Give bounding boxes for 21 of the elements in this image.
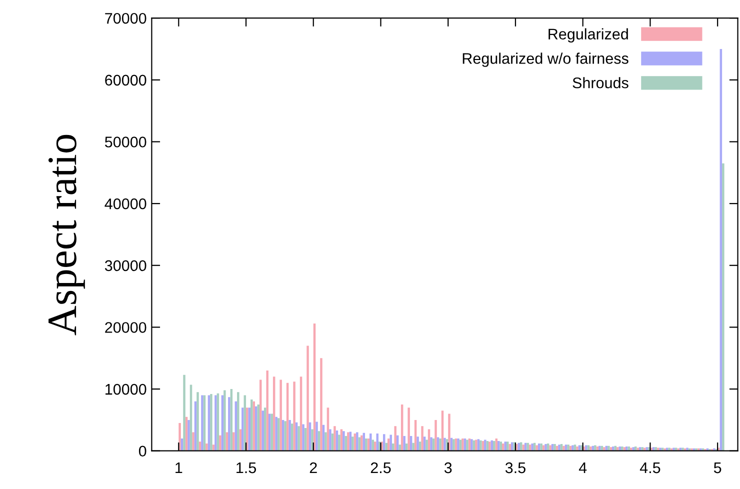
y-tick-label: 40000 xyxy=(104,198,146,210)
y-axis-title: Aspect ratio xyxy=(48,134,85,336)
y-tick-label: 70000 xyxy=(105,12,146,24)
x-tick-label: 1.5 xyxy=(236,462,256,474)
legend-label: Regularized w/o fairness xyxy=(462,52,628,67)
y-tick-label: 20000 xyxy=(105,322,146,333)
y-tick-label: 50000 xyxy=(104,136,146,148)
legend-label: Shrouds xyxy=(572,77,628,88)
x-tick-label: 3 xyxy=(444,462,452,474)
legend-label: Regularized xyxy=(548,28,628,42)
x-tick-label: 4.5 xyxy=(640,462,660,474)
y-tick-label: 30000 xyxy=(104,260,146,272)
x-tick-label: 5 xyxy=(714,462,722,474)
x-tick-label: 1 xyxy=(176,462,182,474)
y-tick-label: 0 xyxy=(138,446,146,457)
x-tick-label: 4 xyxy=(578,462,587,474)
y-tick-label: 60000 xyxy=(105,74,146,86)
x-tick-label: 2.5 xyxy=(370,462,391,474)
x-tick-label: 2 xyxy=(310,462,317,474)
x-tick-label: 3.5 xyxy=(505,462,526,474)
y-tick-label: 10000 xyxy=(106,384,146,395)
